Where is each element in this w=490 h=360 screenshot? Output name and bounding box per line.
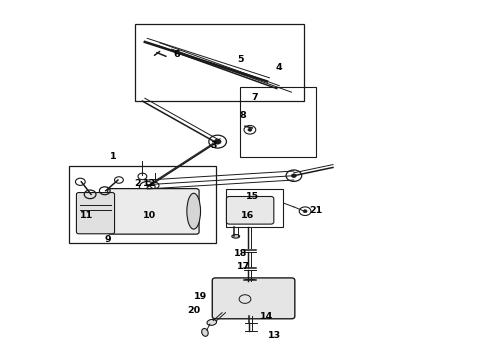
Bar: [135, 24, 304, 101]
Circle shape: [292, 174, 296, 177]
Text: 12: 12: [143, 179, 156, 188]
Circle shape: [214, 139, 221, 144]
Circle shape: [248, 129, 252, 131]
Bar: [69, 166, 216, 243]
Text: 14: 14: [260, 312, 273, 321]
Text: 21: 21: [309, 206, 322, 215]
FancyBboxPatch shape: [226, 197, 274, 224]
Text: 3: 3: [210, 141, 217, 150]
Text: 16: 16: [241, 211, 254, 220]
Ellipse shape: [207, 319, 217, 325]
Text: 20: 20: [187, 306, 200, 315]
FancyBboxPatch shape: [212, 278, 295, 319]
Text: 2: 2: [134, 179, 141, 188]
Text: 10: 10: [143, 211, 156, 220]
Text: 7: 7: [251, 93, 258, 102]
Circle shape: [303, 210, 307, 213]
Bar: [226, 189, 283, 226]
Text: 1: 1: [110, 152, 117, 161]
Text: 9: 9: [105, 235, 112, 244]
Text: 17: 17: [237, 262, 251, 271]
Text: 15: 15: [246, 192, 259, 201]
Text: 11: 11: [79, 211, 93, 220]
Text: 8: 8: [239, 111, 246, 120]
FancyBboxPatch shape: [76, 193, 115, 234]
Bar: [240, 87, 316, 157]
Ellipse shape: [232, 234, 240, 238]
Text: 18: 18: [234, 249, 248, 258]
Ellipse shape: [187, 193, 200, 229]
Text: 19: 19: [195, 292, 208, 301]
Text: 13: 13: [268, 332, 281, 341]
Text: 5: 5: [237, 55, 244, 64]
Ellipse shape: [202, 329, 208, 336]
Text: 4: 4: [276, 63, 283, 72]
FancyBboxPatch shape: [108, 189, 199, 234]
Text: 6: 6: [173, 50, 180, 59]
